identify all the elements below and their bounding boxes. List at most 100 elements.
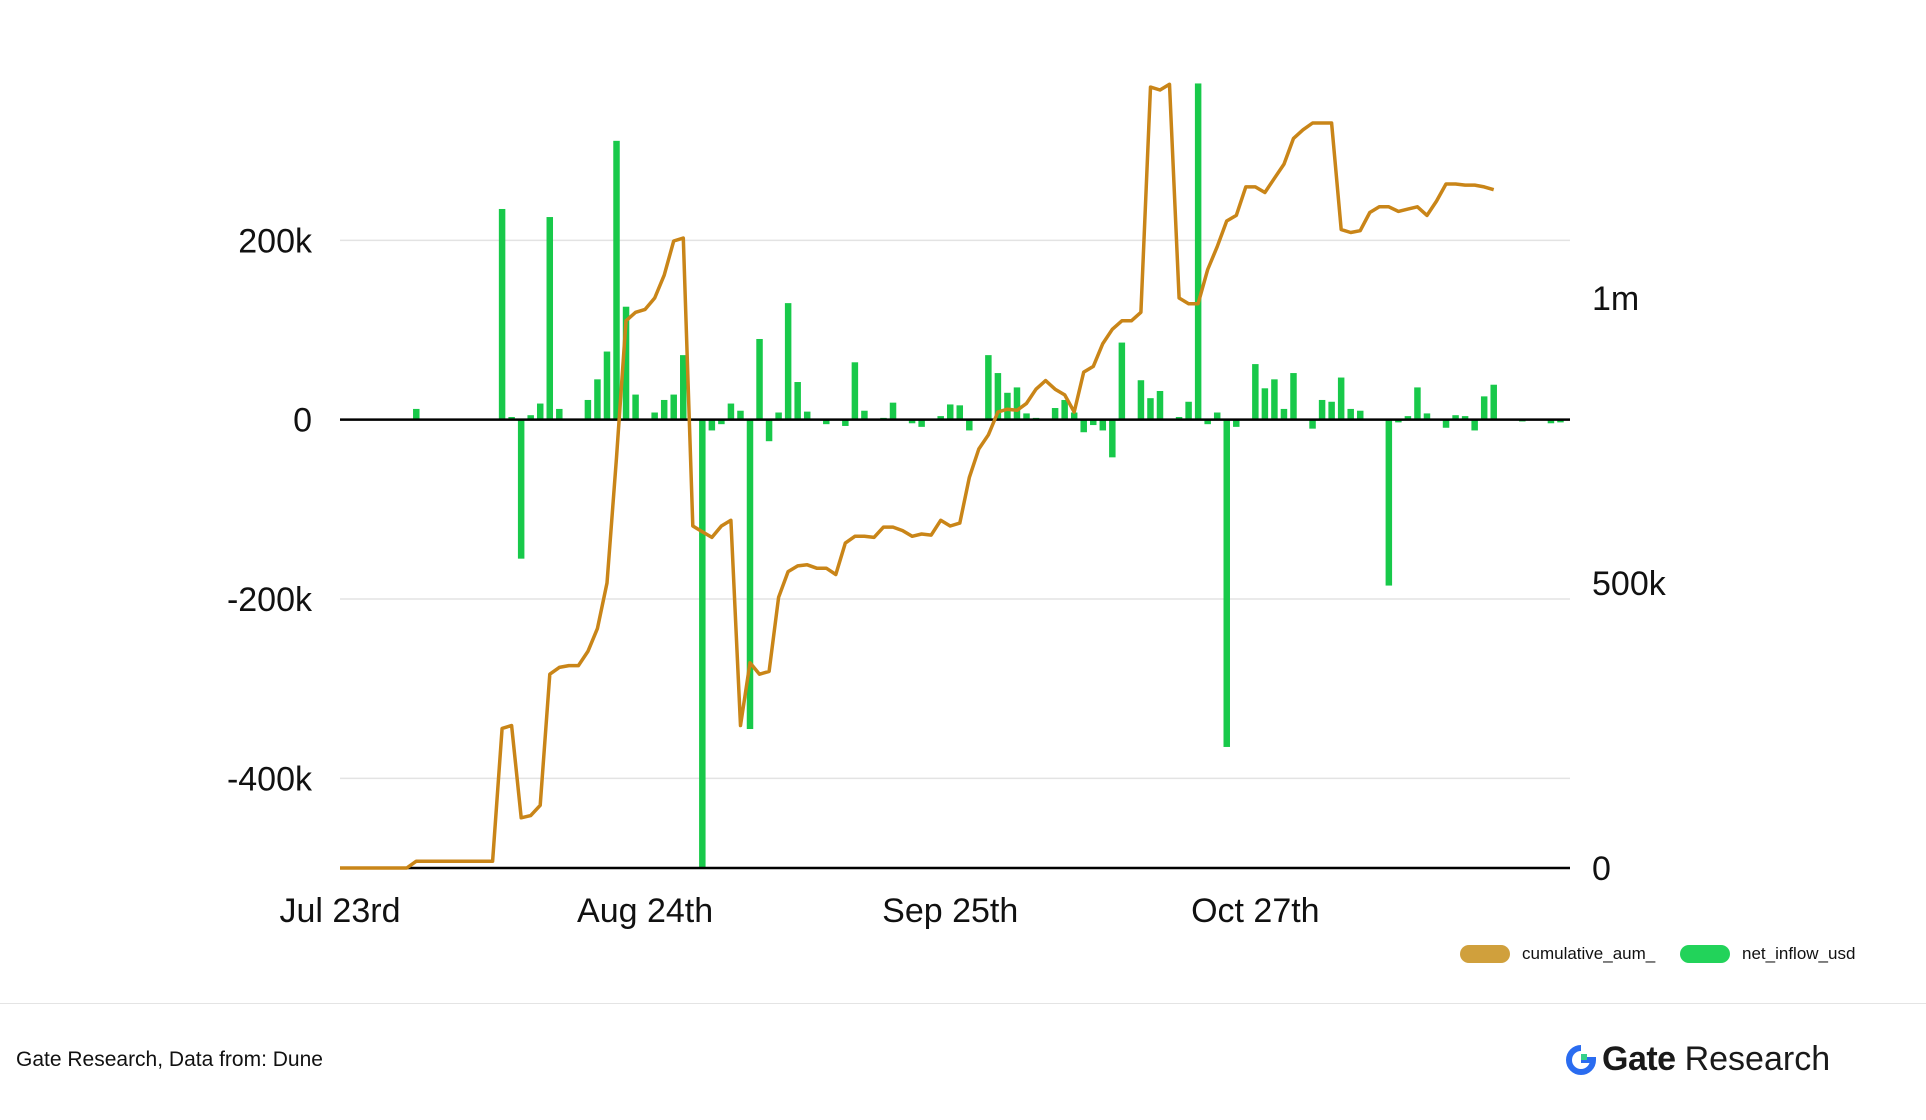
net-inflow-bar [1175,416,1183,420]
net-inflow-bar [956,405,964,420]
net-inflow-bar [1109,419,1116,458]
net-inflow-bar [1185,401,1192,420]
y-left-tick-label: 0 [293,402,312,440]
net-inflow-bar [1004,392,1011,420]
net-inflow-bar [536,403,544,420]
net-inflow-bar [803,411,811,420]
net-inflow-bar [660,399,668,420]
x-tick-label: Sep 25th [882,892,1018,930]
net-inflow-bar [1461,416,1469,420]
net-inflow-bar [765,419,773,442]
net-inflow-bar [603,351,611,420]
net-inflow-bar [946,404,954,420]
net-inflow-bar [746,419,754,730]
net-inflow-bar [1070,412,1078,420]
net-inflow-bar [1404,416,1412,420]
x-tick-label: Aug 24th [577,892,713,930]
y-left-tick-label: 200k [238,222,313,260]
net-inflow-bar [937,416,944,420]
net-inflow-bar [1156,390,1164,420]
legend-label-cumulative-aum: cumulative_aum_ [1522,944,1656,963]
net-inflow-bar [699,419,706,868]
net-inflow-bar [1271,379,1278,420]
net-inflow-bar [1356,410,1364,420]
tick-labels: 200k 0 -200k -400k 1m 500k 0 Jul 23rd Aug 24th Se… [227,222,1667,930]
net-inflow-bar [966,419,973,431]
net-inflow-bar [527,415,534,420]
y-left-tick-label: -200k [227,581,313,619]
gate-research-logo: Gate Research [1566,1040,1830,1079]
brand-research: Research [1684,1040,1831,1078]
net-inflow-bar [994,373,1002,420]
source-caption: Gate Research, Data from: Dune [16,1048,323,1071]
net-inflow-bar [908,419,916,424]
net-inflow-bar [1347,408,1354,420]
net-inflow-bar [718,419,725,425]
net-inflow-bar [756,338,763,420]
net-inflow-bar [1051,408,1059,420]
net-inflow-bar [632,394,639,420]
footer-divider [0,1003,1926,1004]
net-inflow-bar [1471,419,1478,431]
net-inflow-bar [1261,388,1269,420]
net-inflow-bar [842,419,849,426]
net-inflow-bar [1118,342,1126,420]
net-inflow-bar [1223,419,1230,747]
combo-chart: 200k 0 -200k -400k 1m 500k 0 Jul 23rd Aug 24th Se… [227,82,1667,930]
net-inflow-bar [1442,419,1450,428]
net-inflow-bar [1233,419,1240,427]
net-inflow-bar [1252,364,1259,420]
net-inflow-bar [985,355,992,420]
net-inflow-bar [1213,412,1221,420]
net-inflow-bar [508,416,515,420]
x-tick-label: Jul 23rd [280,892,401,930]
x-tick-label: Oct 27th [1191,892,1320,930]
legend-swatch-cumulative-aum [1460,945,1510,963]
net-inflow-bar [651,412,658,420]
legend-label-net-inflow: net_inflow_usd [1742,944,1856,963]
net-inflow-bar [1061,399,1068,420]
brand-gate: Gate [1602,1040,1676,1078]
net-inflow-bar [1137,380,1145,420]
net-inflow-bar [1385,419,1393,586]
net-inflow-bar [889,402,897,420]
net-inflow-bar [1423,413,1431,420]
net-inflow-bar [680,355,687,420]
net-inflow-bar [517,419,525,559]
net-inflow-bar [1318,399,1326,420]
net-inflow-bar [613,140,620,420]
net-inflow-bar [1280,408,1288,420]
legend-item-net-inflow[interactable]: net_inflow_usd [1680,944,1855,964]
legend-item-cumulative-aum[interactable]: cumulative_aum_ [1460,944,1655,964]
net-inflow-bar [1490,384,1497,420]
net-inflow-bar [584,399,592,420]
net-inflow-bar [622,306,630,420]
net-inflow-bar [823,419,830,425]
net-inflow-bars [413,83,1564,868]
net-inflow-bar [1328,401,1335,420]
gridlines [340,239,1570,780]
net-inflow-bar [918,419,925,427]
legend-swatch-net-inflow [1680,945,1730,963]
net-inflow-bar [1099,419,1107,431]
net-inflow-bar [1147,398,1154,420]
axes [340,418,1570,870]
cumulative-aum-line [340,82,1495,870]
net-inflow-bar [1452,415,1459,420]
net-inflow-bar [775,412,782,420]
net-inflow-bar [1090,419,1097,426]
net-inflow-bar [1414,387,1421,420]
net-inflow-bar [1309,419,1316,429]
net-inflow-bar [1204,419,1211,425]
net-inflow-bar [1395,419,1402,423]
net-inflow-bar [861,410,868,420]
net-inflow-bar [794,382,801,420]
net-inflow-bar [1290,373,1297,420]
net-inflow-bar [851,362,859,420]
net-inflow-bar [556,408,563,420]
y-left-tick-label: -400k [227,760,313,798]
net-inflow-bar [413,408,420,420]
net-inflow-bar [670,394,677,420]
net-inflow-bar [1023,413,1030,420]
net-inflow-bar [1194,83,1202,420]
